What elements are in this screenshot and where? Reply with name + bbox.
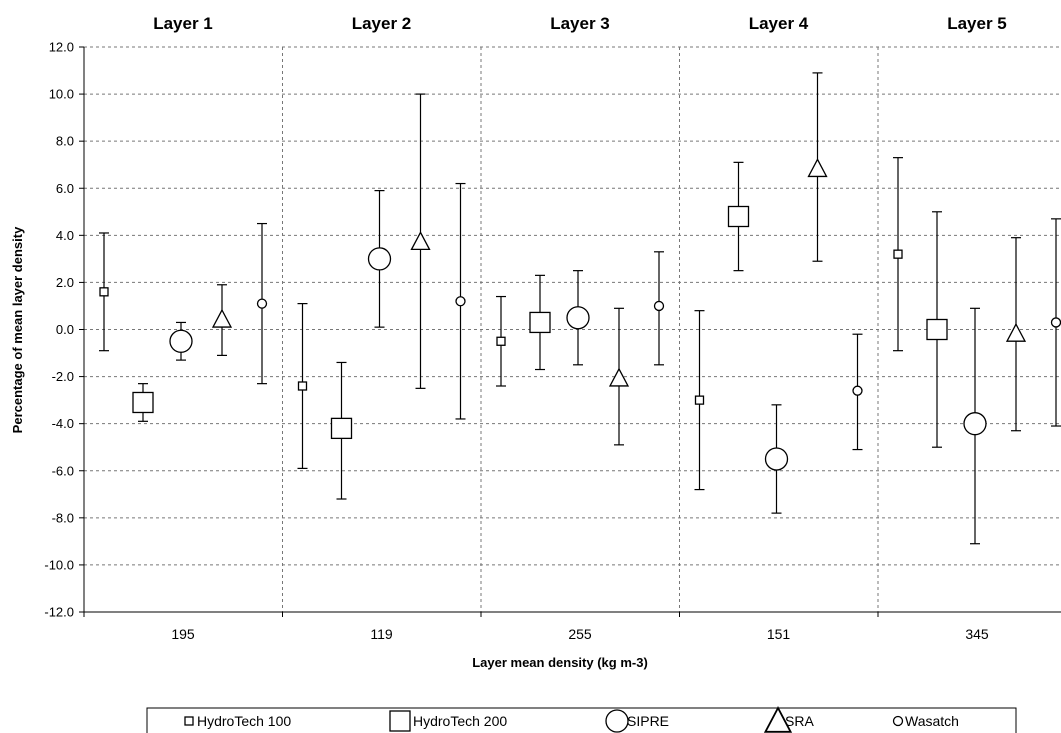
data-point <box>764 447 789 471</box>
y-tick-label: 4.0 <box>56 228 74 243</box>
layer-title: Layer 1 <box>153 14 213 33</box>
y-tick-label: -2.0 <box>52 369 74 384</box>
data-point <box>455 296 466 307</box>
data-point <box>1050 317 1061 328</box>
x-tick-label: 195 <box>171 626 195 642</box>
series-wasatch <box>256 182 1061 451</box>
y-axis-title: Percentage of mean layer density <box>10 226 25 433</box>
triangle-icon <box>763 706 793 733</box>
layer-title: Layer 5 <box>947 14 1007 33</box>
y-tick-label: -8.0 <box>52 510 74 525</box>
data-point <box>727 205 750 228</box>
y-tick-label: -6.0 <box>52 463 74 478</box>
data-point <box>256 298 268 309</box>
data-point <box>694 395 705 405</box>
y-tick-label: 0.0 <box>56 322 74 337</box>
legend-item: SIPRE <box>605 709 669 733</box>
data-point <box>297 381 308 391</box>
series-layer <box>99 72 1061 545</box>
series-hydrotech-100 <box>99 157 903 491</box>
legend-label: HydroTech 100 <box>197 713 291 729</box>
legend-label: HydroTech 200 <box>413 713 507 729</box>
x-tick-label: 255 <box>568 626 592 642</box>
large-circle-icon <box>605 709 629 733</box>
layer-title: Layer 4 <box>749 14 809 33</box>
data-point <box>852 385 863 396</box>
data-point <box>330 417 353 440</box>
data-point <box>926 318 948 341</box>
data-point <box>367 247 392 271</box>
small-circle-icon <box>892 715 904 727</box>
data-point <box>893 249 903 259</box>
y-tick-label: 2.0 <box>56 275 74 290</box>
legend-item: Wasatch <box>892 713 959 729</box>
data-point <box>410 231 431 251</box>
data-point <box>211 308 233 328</box>
data-point <box>169 329 193 353</box>
legend-item: HydroTech 100 <box>184 713 291 729</box>
legend-label: SRA <box>785 713 814 729</box>
data-point <box>807 158 828 178</box>
layer-title: Layer 2 <box>352 14 412 33</box>
data-point <box>963 412 987 436</box>
y-tick-label: 8.0 <box>56 134 74 149</box>
x-tick-label: 119 <box>370 626 393 642</box>
data-point <box>132 391 154 414</box>
y-tick-label: 6.0 <box>56 181 74 196</box>
series-sra <box>211 72 1027 446</box>
layer-titles: Layer 1 Layer 2 Layer 3 Layer 4 Layer 5 <box>153 14 1007 33</box>
legend-item: HydroTech 200 <box>389 710 507 732</box>
data-point <box>529 311 551 334</box>
data-point <box>608 367 630 387</box>
y-axis-ticks: 12.0 10.0 8.0 6.0 4.0 2.0 0.0 -2.0 -4.0 -6.0 -8.0 -… <box>44 40 84 620</box>
x-tick-label: 151 <box>767 626 791 642</box>
legend-box <box>146 707 1017 733</box>
large-square-icon <box>389 710 411 732</box>
data-point <box>99 287 109 297</box>
y-tick-label: -10.0 <box>44 557 74 572</box>
y-tick-label: -12.0 <box>44 605 74 620</box>
x-axis-title: Layer mean density (kg m-3) <box>472 655 648 670</box>
small-square-icon <box>184 716 194 726</box>
x-axis-ticks: 195 119 255 151 345 <box>83 612 989 642</box>
y-tick-label: 10.0 <box>49 87 74 102</box>
legend-item: SRA <box>763 706 814 733</box>
series-hydrotech-200 <box>132 161 948 500</box>
layer-title: Layer 3 <box>550 14 610 33</box>
y-tick-label: 12.0 <box>49 40 74 55</box>
data-point <box>566 306 590 330</box>
legend-label: Wasatch <box>905 713 959 729</box>
series-sipre <box>169 190 987 545</box>
x-tick-label: 345 <box>965 626 989 642</box>
data-point <box>496 336 506 346</box>
gridlines <box>84 46 1061 612</box>
data-point <box>653 300 665 312</box>
y-tick-label: -4.0 <box>52 416 74 431</box>
legend-label: SIPRE <box>627 713 669 729</box>
data-point <box>1005 322 1027 342</box>
legend: HydroTech 100 HydroTech 200 SIPRE SRA Wasatc… <box>146 706 1017 733</box>
